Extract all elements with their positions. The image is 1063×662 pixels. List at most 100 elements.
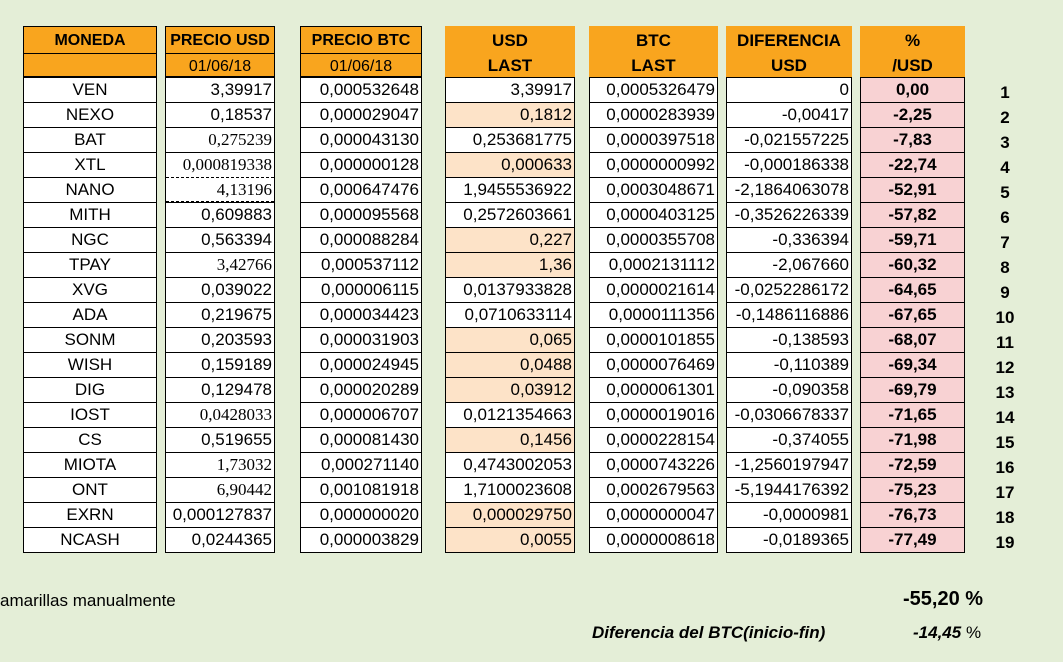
- moneda-cell[interactable]: EXRN: [24, 502, 156, 527]
- precio-btc-cell[interactable]: 0,000271140: [301, 452, 421, 477]
- precio-btc-cell[interactable]: 0,000034423: [301, 302, 421, 327]
- btc-last-cell[interactable]: 0,0000076469: [590, 352, 717, 377]
- pct-cell[interactable]: -2,25: [861, 102, 964, 127]
- diff-cell[interactable]: -0,0000981: [727, 502, 851, 527]
- precio-usd-cell[interactable]: 0,203593: [166, 327, 274, 352]
- precio-btc-cell[interactable]: 0,000088284: [301, 227, 421, 252]
- precio-btc-cell[interactable]: 0,000031903: [301, 327, 421, 352]
- header-precio-usd[interactable]: PRECIO USD 01/06/18: [165, 26, 275, 77]
- moneda-cell[interactable]: MITH: [24, 202, 156, 227]
- btc-last-cell[interactable]: 0,0000397518: [590, 127, 717, 152]
- pct-cell[interactable]: -69,34: [861, 352, 964, 377]
- btc-last-cell[interactable]: 0,0000101855: [590, 327, 717, 352]
- moneda-cell[interactable]: TPAY: [24, 252, 156, 277]
- btc-last-cell[interactable]: 0,0005326479: [590, 77, 717, 102]
- usd-last-cell[interactable]: 0,0137933828: [446, 277, 574, 302]
- btc-last-cell[interactable]: 0,0002679563: [590, 477, 717, 502]
- diff-cell[interactable]: -0,021557225: [727, 127, 851, 152]
- moneda-cell[interactable]: ONT: [24, 477, 156, 502]
- diff-cell[interactable]: -0,090358: [727, 377, 851, 402]
- pct-cell[interactable]: -71,98: [861, 427, 964, 452]
- pct-cell[interactable]: -77,49: [861, 527, 964, 552]
- precio-btc-cell[interactable]: 0,000020289: [301, 377, 421, 402]
- moneda-cell[interactable]: XTL: [24, 152, 156, 177]
- usd-last-cell[interactable]: 0,1456: [446, 427, 574, 452]
- btc-last-cell[interactable]: 0,0000000992: [590, 152, 717, 177]
- moneda-cell[interactable]: WISH: [24, 352, 156, 377]
- usd-last-cell[interactable]: 0,4743002053: [446, 452, 574, 477]
- btc-last-cell[interactable]: 0,0003048671: [590, 177, 717, 202]
- usd-last-cell[interactable]: 0,253681775: [446, 127, 574, 152]
- btc-last-cell[interactable]: 0,0002131112: [590, 252, 717, 277]
- diff-cell[interactable]: -0,0306678337: [727, 402, 851, 427]
- diff-cell[interactable]: -0,374055: [727, 427, 851, 452]
- precio-usd-cell[interactable]: 6,90442: [166, 477, 274, 502]
- usd-last-cell[interactable]: 0,03912: [446, 377, 574, 402]
- diff-cell[interactable]: -1,2560197947: [727, 452, 851, 477]
- moneda-cell[interactable]: MIOTA: [24, 452, 156, 477]
- usd-last-cell[interactable]: 0,000633: [446, 152, 574, 177]
- precio-usd-cell[interactable]: 0,609883: [166, 202, 274, 227]
- diff-cell[interactable]: 0: [727, 77, 851, 102]
- precio-usd-cell[interactable]: 0,275239: [166, 127, 274, 152]
- precio-usd-cell[interactable]: 0,18537: [166, 102, 274, 127]
- btc-last-cell[interactable]: 0,0000008618: [590, 527, 717, 552]
- btc-last-cell[interactable]: 0,0000019016: [590, 402, 717, 427]
- precio-usd-cell[interactable]: 0,0428033: [166, 402, 274, 427]
- pct-cell[interactable]: -7,83: [861, 127, 964, 152]
- pct-cell[interactable]: -76,73: [861, 502, 964, 527]
- precio-usd-cell[interactable]: 0,159189: [166, 352, 274, 377]
- precio-usd-cell[interactable]: 0,000819338: [166, 152, 274, 177]
- moneda-cell[interactable]: CS: [24, 427, 156, 452]
- precio-btc-cell[interactable]: 0,000532648: [301, 77, 421, 102]
- btc-last-cell[interactable]: 0,0000355708: [590, 227, 717, 252]
- usd-last-cell[interactable]: 0,0121354663: [446, 402, 574, 427]
- precio-btc-cell[interactable]: 0,000095568: [301, 202, 421, 227]
- diff-cell[interactable]: -0,0189365: [727, 527, 851, 552]
- pct-cell[interactable]: -52,91: [861, 177, 964, 202]
- btc-last-cell[interactable]: 0,0000283939: [590, 102, 717, 127]
- diff-cell[interactable]: -0,336394: [727, 227, 851, 252]
- usd-last-cell[interactable]: 0,227: [446, 227, 574, 252]
- moneda-cell[interactable]: IOST: [24, 402, 156, 427]
- pct-cell[interactable]: -59,71: [861, 227, 964, 252]
- moneda-cell[interactable]: SONM: [24, 327, 156, 352]
- precio-btc-cell[interactable]: 0,000081430: [301, 427, 421, 452]
- pct-cell[interactable]: 0,00: [861, 77, 964, 102]
- header-btc-last[interactable]: BTC LAST: [589, 26, 718, 77]
- btc-last-cell[interactable]: 0,0000000047: [590, 502, 717, 527]
- precio-usd-cell[interactable]: 4,13196: [166, 177, 274, 202]
- precio-usd-cell[interactable]: 3,39917: [166, 77, 274, 102]
- diff-cell[interactable]: -2,067660: [727, 252, 851, 277]
- diff-cell[interactable]: -0,00417: [727, 102, 851, 127]
- diff-cell[interactable]: -0,110389: [727, 352, 851, 377]
- diff-cell[interactable]: -0,0252286172: [727, 277, 851, 302]
- usd-last-cell[interactable]: 0,0710633114: [446, 302, 574, 327]
- pct-cell[interactable]: -64,65: [861, 277, 964, 302]
- moneda-cell[interactable]: DIG: [24, 377, 156, 402]
- precio-usd-cell[interactable]: 0,0244365: [166, 527, 274, 552]
- header-moneda[interactable]: MONEDA: [23, 26, 157, 77]
- precio-usd-cell[interactable]: 1,73032: [166, 452, 274, 477]
- precio-usd-cell[interactable]: 0,563394: [166, 227, 274, 252]
- moneda-cell[interactable]: NGC: [24, 227, 156, 252]
- precio-btc-cell[interactable]: 0,000006115: [301, 277, 421, 302]
- btc-last-cell[interactable]: 0,0000021614: [590, 277, 717, 302]
- moneda-cell[interactable]: NANO: [24, 177, 156, 202]
- moneda-cell[interactable]: NEXO: [24, 102, 156, 127]
- pct-cell[interactable]: -57,82: [861, 202, 964, 227]
- pct-cell[interactable]: -72,59: [861, 452, 964, 477]
- pct-cell[interactable]: -68,07: [861, 327, 964, 352]
- precio-usd-cell[interactable]: 0,129478: [166, 377, 274, 402]
- usd-last-cell[interactable]: 1,9455536922: [446, 177, 574, 202]
- moneda-cell[interactable]: NCASH: [24, 527, 156, 552]
- precio-btc-cell[interactable]: 0,000043130: [301, 127, 421, 152]
- precio-usd-cell[interactable]: 0,519655: [166, 427, 274, 452]
- usd-last-cell[interactable]: 0,000029750: [446, 502, 574, 527]
- diff-cell[interactable]: -0,3526226339: [727, 202, 851, 227]
- precio-btc-cell[interactable]: 0,001081918: [301, 477, 421, 502]
- header-pct-usd[interactable]: % /USD: [860, 26, 965, 77]
- diff-cell[interactable]: -0,138593: [727, 327, 851, 352]
- btc-last-cell[interactable]: 0,0000111356: [590, 302, 717, 327]
- precio-btc-cell[interactable]: 0,000024945: [301, 352, 421, 377]
